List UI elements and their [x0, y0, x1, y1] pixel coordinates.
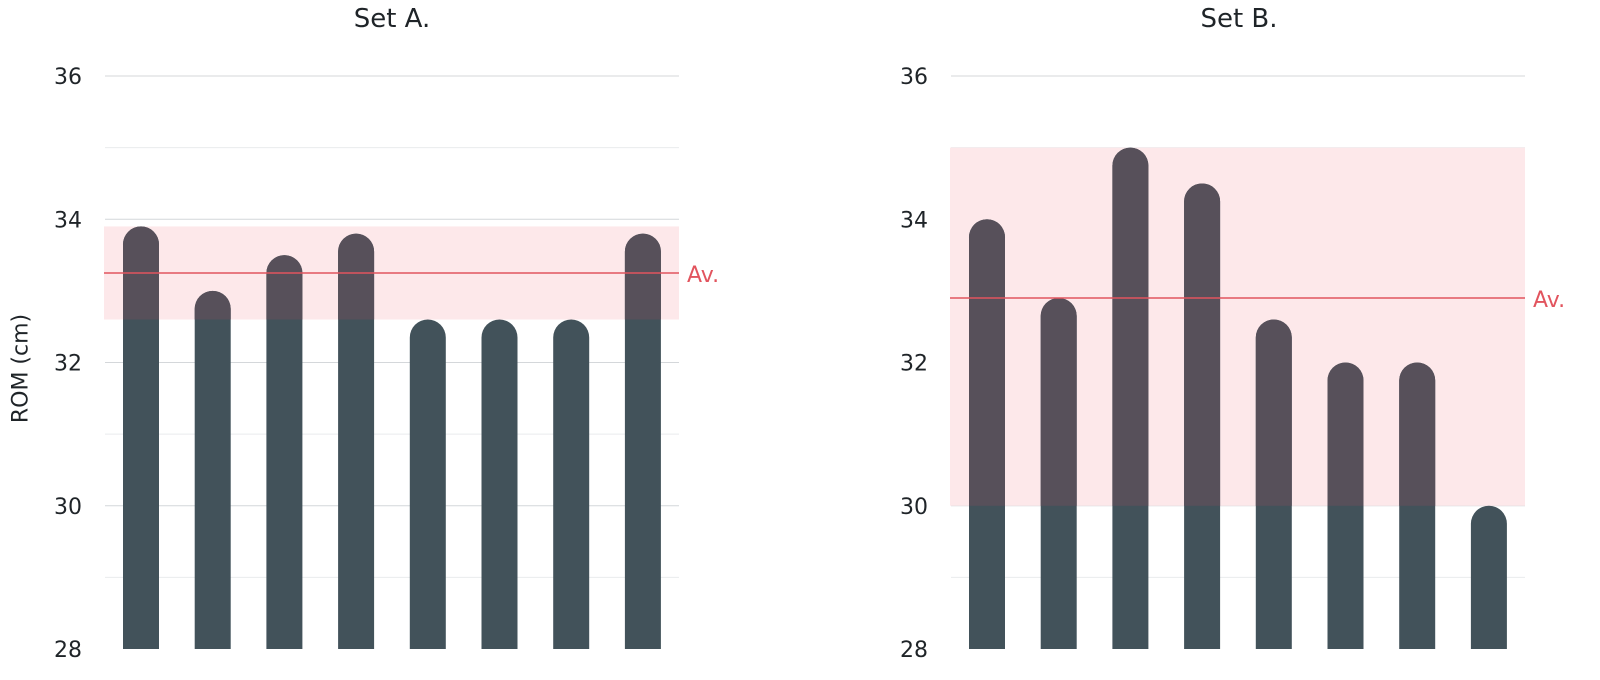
set-b-range-band [950, 147, 1525, 506]
set-b-y-tick-label: 30 [900, 495, 928, 520]
set-b-y-tick-label: 34 [900, 208, 928, 233]
set-a-bar [481, 319, 518, 649]
set-b-bar-in-band [1255, 319, 1292, 506]
set-a-bar-in-band [338, 233, 375, 320]
set-b-y-tick-label: 36 [900, 65, 928, 90]
set-a-y-tick-label: 32 [54, 352, 82, 377]
set-b-bar-in-band [969, 219, 1005, 506]
chart-title-set-a: Set A. [353, 4, 431, 34]
set-a-y-tick-label: 30 [54, 495, 82, 520]
set-b-y-tick-label: 32 [900, 352, 928, 377]
chart-title-set-b: Set B. [1200, 4, 1278, 34]
set-a-bar-in-band [194, 290, 231, 320]
set-a-y-tick-label: 28 [54, 638, 82, 663]
set-b-bar-in-band [1399, 362, 1436, 506]
set-a-y-tick-label: 34 [54, 208, 82, 233]
set-b-bar-in-band [1040, 298, 1077, 506]
set-a-bar [409, 319, 446, 649]
set-b-bar-in-band [1112, 147, 1149, 506]
set-a-average-label: Av. [687, 263, 719, 288]
set-a-bar [123, 226, 159, 650]
set-a-bar-in-band [624, 233, 661, 320]
set-b-bar [1470, 505, 1507, 649]
set-a-bar [266, 255, 303, 649]
set-a-bar [194, 290, 231, 649]
set-a-y-tick-label: 36 [54, 65, 82, 90]
set-b-bar-in-band [1327, 362, 1364, 506]
set-a-bar [338, 233, 375, 649]
set-b-average-label: Av. [1533, 288, 1565, 313]
set-b-bar-in-band [1184, 183, 1221, 506]
set-b-y-tick-label: 28 [900, 638, 928, 663]
set-a-bar-in-band [266, 255, 303, 320]
set-a-bar [624, 233, 661, 649]
set-a-bar [553, 319, 590, 649]
